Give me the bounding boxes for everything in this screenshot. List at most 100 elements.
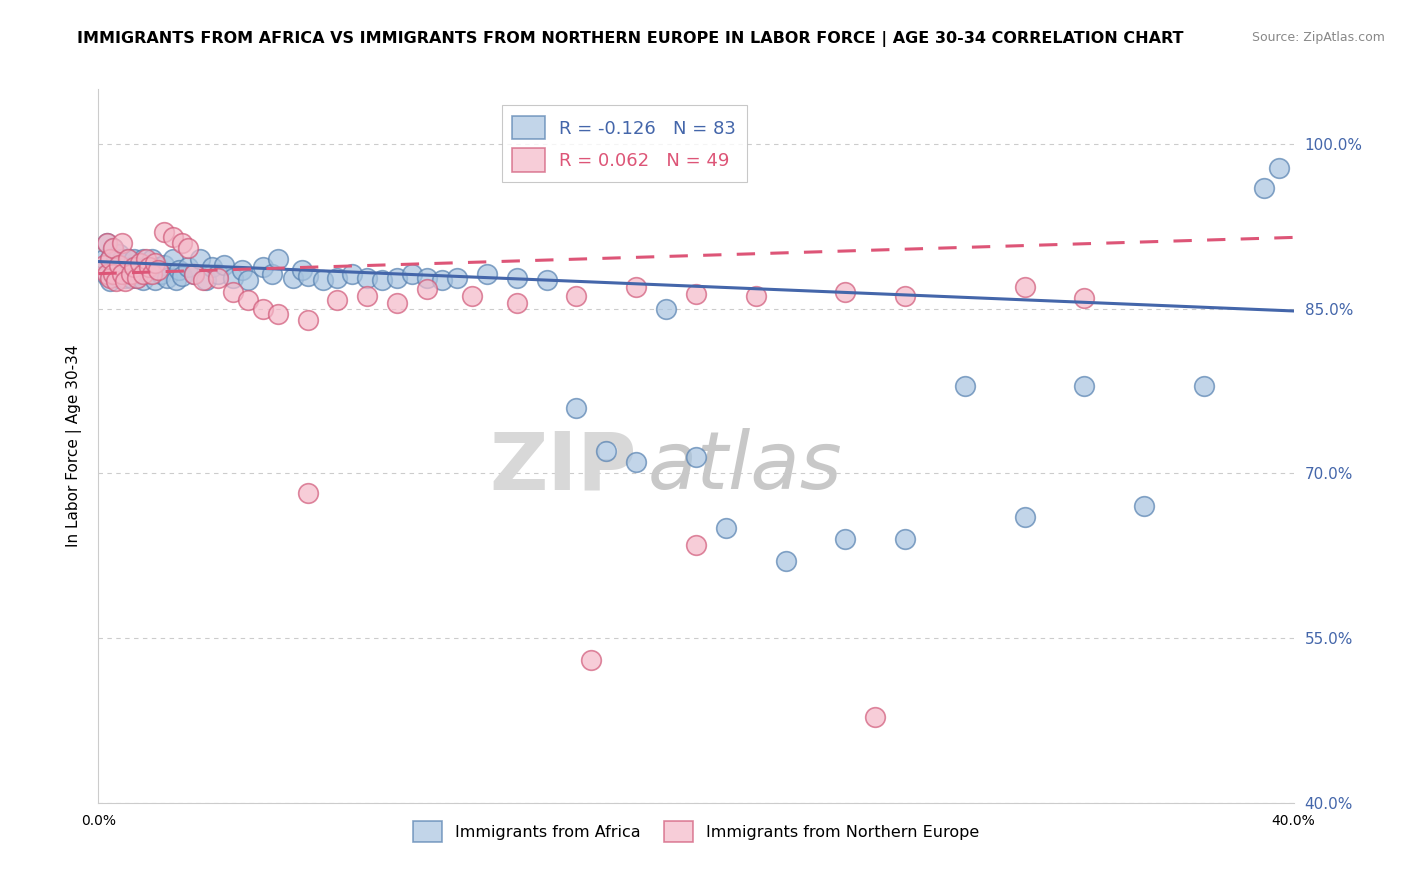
Point	[141, 252, 163, 267]
Point	[894, 288, 917, 302]
Point	[143, 255, 166, 269]
Point	[93, 252, 115, 267]
Point	[212, 258, 235, 272]
Point	[111, 263, 134, 277]
Point	[385, 296, 409, 310]
Point	[98, 271, 122, 285]
Point	[1133, 500, 1156, 514]
Point	[108, 247, 131, 261]
Point	[114, 274, 136, 288]
Point	[177, 241, 200, 255]
Point	[356, 288, 378, 302]
Point	[834, 533, 856, 547]
Point	[416, 282, 439, 296]
Point	[865, 710, 887, 724]
Point	[267, 252, 290, 267]
Point	[894, 533, 917, 547]
Point	[236, 293, 259, 307]
Point	[685, 287, 707, 301]
Point	[124, 252, 146, 267]
Point	[201, 260, 224, 274]
Point	[581, 653, 603, 667]
Point	[252, 260, 274, 274]
Point	[98, 252, 122, 267]
Point	[108, 271, 131, 285]
Point	[96, 268, 118, 283]
Point	[291, 263, 314, 277]
Point	[446, 271, 468, 285]
Point	[177, 260, 200, 274]
Point	[105, 252, 128, 267]
Point	[103, 241, 125, 255]
Point	[195, 273, 218, 287]
Point	[222, 271, 245, 285]
Point	[135, 260, 157, 274]
Point	[98, 252, 122, 267]
Y-axis label: In Labor Force | Age 30-34: In Labor Force | Age 30-34	[66, 344, 82, 548]
Point	[129, 255, 152, 269]
Point	[953, 378, 976, 392]
Point	[120, 260, 142, 274]
Point	[127, 271, 149, 285]
Point	[1192, 378, 1215, 392]
Point	[401, 267, 423, 281]
Point	[111, 267, 134, 281]
Point	[1073, 291, 1095, 305]
Point	[105, 274, 128, 288]
Point	[297, 486, 319, 500]
Point	[156, 271, 179, 285]
Point	[98, 274, 122, 288]
Point	[103, 267, 125, 281]
Point	[150, 267, 173, 281]
Point	[506, 296, 529, 310]
Point	[117, 252, 139, 267]
Point	[117, 267, 139, 281]
Text: ZIP: ZIP	[489, 428, 637, 507]
Point	[506, 271, 529, 285]
Point	[626, 280, 648, 294]
Point	[565, 288, 588, 302]
Point	[685, 450, 707, 464]
Point	[165, 273, 187, 287]
Point	[565, 401, 588, 415]
Point	[132, 267, 155, 281]
Point	[231, 263, 253, 277]
Point	[281, 271, 304, 285]
Point	[626, 455, 648, 469]
Point	[117, 252, 139, 267]
Legend: Immigrants from Africa, Immigrants from Northern Europe: Immigrants from Africa, Immigrants from …	[406, 815, 986, 848]
Point	[148, 263, 170, 277]
Point	[103, 260, 125, 274]
Point	[326, 271, 349, 285]
Point	[114, 271, 136, 285]
Point	[536, 273, 558, 287]
Point	[1073, 378, 1095, 392]
Point	[342, 267, 364, 281]
Point	[461, 288, 484, 302]
Point	[356, 271, 378, 285]
Point	[595, 444, 617, 458]
Point	[120, 271, 142, 285]
Point	[162, 230, 184, 244]
Point	[162, 252, 184, 267]
Point	[153, 258, 176, 272]
Point	[111, 252, 134, 267]
Point	[775, 554, 797, 568]
Text: IMMIGRANTS FROM AFRICA VS IMMIGRANTS FROM NORTHERN EUROPE IN LABOR FORCE | AGE 3: IMMIGRANTS FROM AFRICA VS IMMIGRANTS FRO…	[77, 31, 1184, 47]
Point	[655, 301, 678, 316]
Point	[148, 260, 170, 274]
Point	[172, 268, 194, 283]
Point	[260, 267, 283, 281]
Point	[834, 285, 856, 300]
Text: atlas: atlas	[648, 428, 844, 507]
Point	[1267, 161, 1289, 176]
Point	[167, 263, 190, 277]
Point	[120, 267, 142, 281]
Point	[124, 267, 146, 281]
Point	[1014, 510, 1036, 524]
Point	[188, 252, 211, 267]
Text: Source: ZipAtlas.com: Source: ZipAtlas.com	[1251, 31, 1385, 45]
Point	[132, 273, 155, 287]
Point	[475, 267, 498, 281]
Point	[1253, 181, 1275, 195]
